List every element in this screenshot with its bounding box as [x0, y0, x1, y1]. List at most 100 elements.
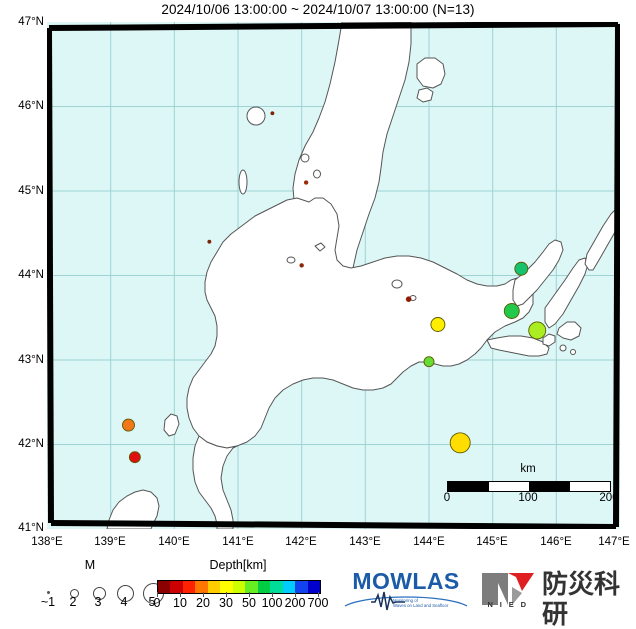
magnitude-symbol-3 — [92, 586, 106, 600]
lat-label-45: 45°N — [18, 185, 44, 197]
island-okushiri-north — [246, 106, 266, 126]
depth-label: 200 — [284, 596, 306, 610]
earthquake-marker[interactable] — [514, 261, 529, 276]
island-small-a — [238, 169, 248, 195]
bosai-kaken-text: 防災科研 — [542, 569, 621, 629]
depth-colorbar-segment — [295, 581, 308, 593]
lake-kussharo — [391, 279, 403, 289]
depth-tick — [226, 592, 227, 597]
lon-label-140: 140°E — [158, 536, 190, 548]
nemuro-peninsula — [486, 335, 550, 357]
lat-label-47: 47°N — [18, 16, 44, 28]
depth-label: 0 — [153, 596, 161, 610]
earthquake-marker[interactable] — [207, 239, 212, 244]
lake-toya — [314, 242, 326, 252]
hokkaido-landmass — [186, 197, 534, 449]
page-title: 2024/10/06 13:00:00 ~ 2024/10/07 13:00:0… — [161, 2, 475, 17]
depth-colorbar-ticks — [157, 592, 319, 598]
earthquake-marker-layer[interactable] — [122, 111, 547, 464]
earthquake-marker[interactable] — [528, 321, 547, 340]
mowlas-logo-text: MOWLAS — [352, 568, 460, 594]
scalebar-tick-200: 200 — [599, 492, 619, 504]
lon-label-145: 145°E — [476, 536, 508, 548]
depth-colorbar-segment — [307, 581, 320, 593]
depth-colorbar-segment — [182, 581, 196, 593]
island-okushiri — [163, 413, 180, 437]
magnitude-label: 3 — [94, 595, 102, 609]
depth-tick — [180, 592, 181, 597]
depth-colorbar-segment — [270, 581, 283, 593]
lat-label-43: 43°N — [18, 354, 44, 366]
magnitude-label: 5 — [148, 595, 156, 609]
distance-scalebar — [447, 481, 611, 492]
shikotan-island — [556, 321, 582, 341]
habomai-islet-a — [542, 333, 556, 347]
depth-tick — [272, 592, 273, 597]
oshima-peninsula — [192, 435, 238, 529]
depth-colorbar — [157, 580, 321, 594]
island-rishiri — [313, 169, 321, 179]
lon-label-139: 139°E — [94, 536, 126, 548]
magnitude-label: ~1 — [40, 595, 56, 609]
coastline-landmasses — [106, 22, 620, 529]
earthquake-marker[interactable] — [405, 296, 412, 302]
map-border — [47, 22, 620, 529]
earthquake-marker[interactable] — [503, 303, 520, 319]
magnitude-legend-labels: ~1 2 3 4 5 — [30, 595, 162, 611]
scalebar-seg-2 — [488, 482, 529, 491]
mowlas-waveform-icon — [344, 591, 468, 611]
depth-colorbar-segment — [158, 581, 171, 593]
depth-label: 50 — [242, 596, 256, 610]
earthquake-marker[interactable] — [449, 432, 471, 454]
magnitude-symbol-1 — [46, 590, 50, 594]
depth-colorbar-segment — [220, 581, 233, 593]
depth-tick — [157, 592, 158, 597]
depth-tick — [249, 592, 250, 597]
depth-label: 100 — [261, 596, 283, 610]
mowlas-tagline: Monitoring of Waves on Land and Seafloor — [393, 598, 449, 609]
island-rebun — [300, 153, 310, 163]
depth-colorbar-segment — [282, 581, 296, 593]
depth-colorbar-segment — [245, 581, 258, 593]
magnitude-label: 4 — [120, 595, 128, 609]
lon-label-147: 147°E — [598, 536, 630, 548]
scalebar-tick-0: 0 — [443, 492, 451, 504]
lat-label-44: 44°N — [18, 269, 44, 281]
lon-label-146: 146°E — [540, 536, 572, 548]
magnitude-symbol-4 — [116, 584, 134, 602]
lat-label-41: 41°N — [18, 522, 44, 534]
earthquake-marker[interactable] — [299, 263, 304, 268]
lat-label-42: 42°N — [18, 438, 44, 450]
map-canvas[interactable] — [47, 22, 620, 529]
depth-label: 30 — [219, 596, 233, 610]
habomai-islet-b — [559, 344, 567, 352]
magnitude-symbol-2 — [69, 588, 79, 598]
nied-logo-icon — [482, 573, 534, 605]
lon-label-144: 144°E — [413, 536, 445, 548]
depth-colorbar-segment — [257, 581, 271, 593]
magnitude-legend-symbols — [36, 578, 164, 604]
scalebar-seg-3 — [529, 482, 570, 491]
lon-label-141: 141°E — [222, 536, 254, 548]
depth-tick — [203, 592, 204, 597]
depth-legend-labels: 0 10 20 30 50 100 200 700 — [140, 596, 340, 612]
kunashiri-island — [544, 257, 589, 329]
lake-small — [286, 256, 296, 264]
lon-label-142: 142°E — [285, 536, 317, 548]
depth-label: 700 — [307, 596, 329, 610]
depth-colorbar-segment — [207, 581, 221, 593]
earthquake-marker[interactable] — [423, 356, 435, 368]
earthquake-marker[interactable] — [430, 317, 446, 332]
earthquake-marker[interactable] — [122, 418, 135, 432]
depth-colorbar-segment — [232, 581, 246, 593]
earthquake-marker[interactable] — [270, 111, 275, 116]
depth-tick — [318, 592, 319, 597]
lon-label-138: 138°E — [31, 536, 63, 548]
earthquake-marker[interactable] — [128, 451, 141, 464]
map-svg — [47, 22, 620, 529]
earthquake-marker[interactable] — [303, 180, 309, 185]
scalebar-seg-4 — [569, 482, 610, 491]
habomai-islet-c — [570, 349, 576, 355]
depth-label: 20 — [196, 596, 210, 610]
depth-colorbar-segment — [195, 581, 208, 593]
